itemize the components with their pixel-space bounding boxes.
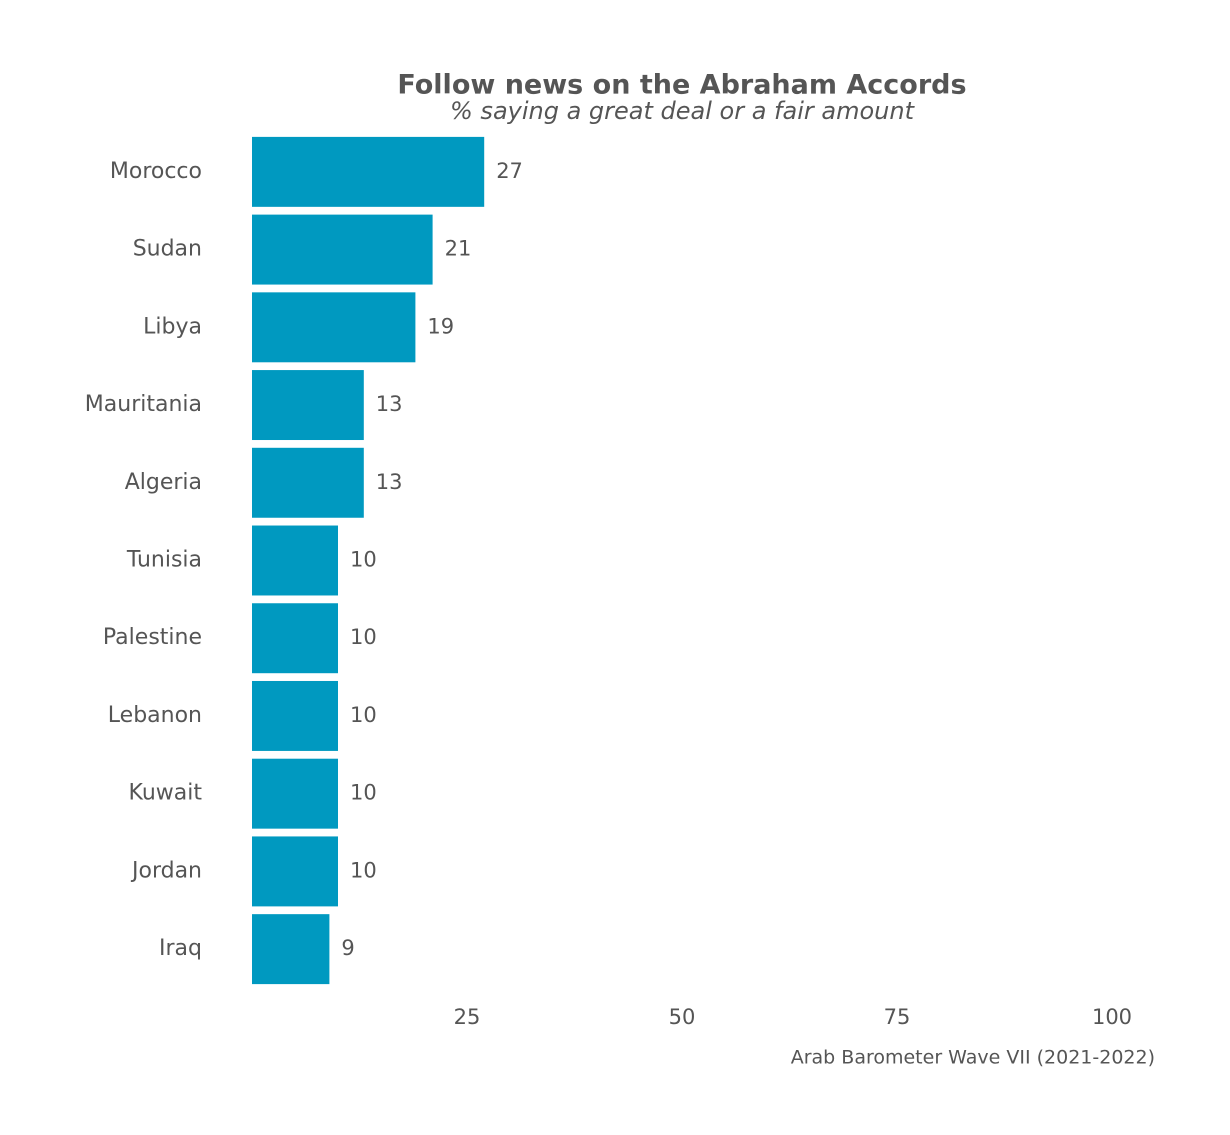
y-tick-label: Tunisia <box>126 548 202 573</box>
bar <box>252 447 364 518</box>
x-tick-label: 100 <box>1092 1005 1132 1029</box>
x-tick-label: 75 <box>884 1005 911 1029</box>
y-tick-label: Libya <box>143 314 202 339</box>
value-label: 10 <box>350 625 377 649</box>
y-tick-label: Mauritania <box>85 392 202 417</box>
bar <box>252 136 485 207</box>
value-label: 9 <box>341 936 354 960</box>
bar <box>252 525 338 596</box>
y-tick-label: Sudan <box>133 237 202 262</box>
value-label: 10 <box>350 858 377 882</box>
bar <box>252 914 330 985</box>
bar <box>252 370 364 441</box>
bar <box>252 758 338 829</box>
caption: Arab Barometer Wave VII (2021-2022) <box>791 1047 1155 1069</box>
chart-subtitle: % saying a great deal or a fair amount <box>450 97 916 125</box>
value-label: 27 <box>496 159 523 183</box>
value-label: 10 <box>350 703 377 727</box>
x-tick-label: 50 <box>669 1005 696 1029</box>
value-label: 10 <box>350 548 377 572</box>
y-tick-label: Iraq <box>159 936 202 961</box>
bar <box>252 603 338 674</box>
y-tick-label: Kuwait <box>129 781 203 806</box>
y-tick-label: Palestine <box>103 625 202 650</box>
value-label: 21 <box>445 237 472 261</box>
value-label: 13 <box>376 470 403 494</box>
value-label: 19 <box>427 314 454 338</box>
bar <box>252 680 338 751</box>
bar <box>252 292 416 363</box>
bar <box>252 214 433 285</box>
value-label: 10 <box>350 781 377 805</box>
x-tick-label: 25 <box>454 1005 481 1029</box>
y-tick-label: Jordan <box>130 858 202 883</box>
bar <box>252 836 338 907</box>
value-label: 13 <box>376 392 403 416</box>
y-tick-label: Lebanon <box>108 703 202 728</box>
chart-title: Follow news on the Abraham Accords <box>397 70 966 101</box>
y-tick-label: Algeria <box>125 470 202 495</box>
y-tick-label: Morocco <box>110 159 202 184</box>
